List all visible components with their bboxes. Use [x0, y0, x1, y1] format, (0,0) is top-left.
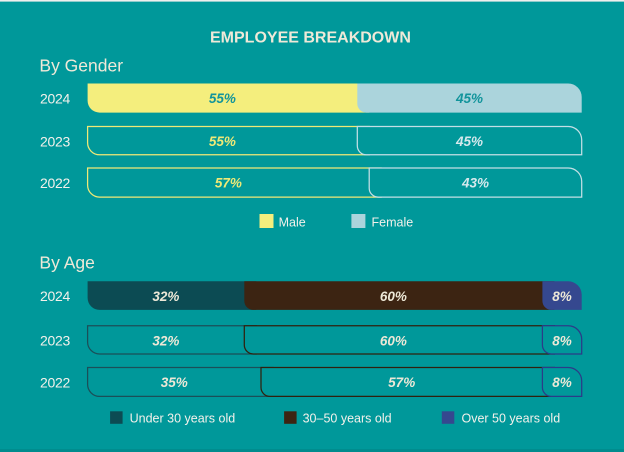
svg-text:60%: 60%	[380, 333, 407, 348]
svg-text:57%: 57%	[388, 375, 415, 390]
svg-text:57%: 57%	[215, 176, 242, 191]
svg-text:By Age: By Age	[39, 252, 94, 272]
svg-text:32%: 32%	[152, 333, 179, 348]
svg-text:30–50 years old: 30–50 years old	[303, 412, 392, 426]
svg-text:2022: 2022	[40, 175, 70, 191]
svg-text:2024: 2024	[40, 91, 70, 107]
svg-text:60%: 60%	[380, 289, 407, 304]
svg-text:Over 50 years old: Over 50 years old	[462, 412, 561, 426]
svg-text:35%: 35%	[161, 375, 188, 390]
svg-text:55%: 55%	[209, 134, 236, 149]
svg-text:8%: 8%	[552, 289, 572, 304]
svg-text:2022: 2022	[40, 374, 70, 390]
svg-text:8%: 8%	[552, 333, 572, 348]
svg-text:8%: 8%	[552, 375, 572, 390]
svg-text:45%: 45%	[455, 134, 483, 149]
svg-text:45%: 45%	[455, 91, 483, 106]
svg-text:By Gender: By Gender	[39, 55, 123, 75]
svg-text:2023: 2023	[40, 134, 70, 150]
svg-text:2023: 2023	[40, 333, 70, 349]
svg-text:Male: Male	[279, 216, 306, 230]
svg-text:43%: 43%	[461, 176, 489, 191]
svg-text:Under 30 years old: Under 30 years old	[130, 412, 236, 426]
svg-text:EMPLOYEE BREAKDOWN: EMPLOYEE BREAKDOWN	[210, 30, 411, 47]
svg-text:2024: 2024	[40, 288, 70, 304]
svg-text:55%: 55%	[209, 91, 236, 106]
svg-text:Female: Female	[372, 216, 414, 230]
svg-text:32%: 32%	[152, 289, 179, 304]
